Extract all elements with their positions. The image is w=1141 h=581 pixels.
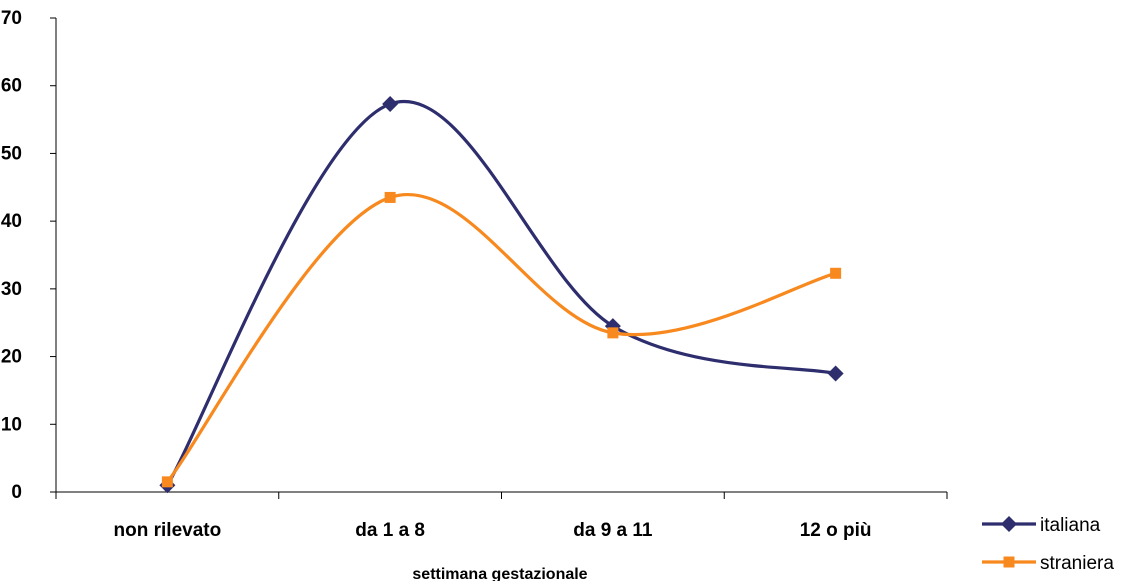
- data-point-italiana: [382, 95, 399, 112]
- legend-item-straniera: straniera: [982, 553, 1114, 574]
- x-tick-label: 12 o più: [800, 520, 872, 541]
- data-point-straniera: [607, 327, 619, 339]
- legend-label: italiana: [1040, 515, 1101, 536]
- series-line-straniera: [165, 193, 838, 484]
- legend-marker: [1003, 556, 1015, 568]
- data-point-straniera: [161, 476, 173, 488]
- legend-label: straniera: [1040, 553, 1114, 574]
- y-tick-label: 50: [1, 143, 22, 164]
- series-italiana: [159, 95, 844, 494]
- legend: italiana straniera: [982, 515, 1114, 574]
- data-point-italiana: [827, 365, 844, 382]
- y-tick-label: 70: [1, 8, 22, 29]
- y-tick-label: 20: [1, 347, 22, 368]
- data-point-straniera: [384, 191, 396, 203]
- x-tick-label: da 1 a 8: [355, 520, 425, 541]
- y-tick-label: 10: [1, 414, 22, 435]
- series-layer: [159, 95, 844, 494]
- series-line-italiana: [165, 100, 838, 487]
- y-tick-label: 40: [1, 211, 22, 232]
- x-tick-label: non rilevato: [114, 520, 222, 541]
- y-tick-label: 0: [11, 482, 22, 503]
- data-point-straniera: [830, 267, 842, 279]
- x-axis-title: settimana gestazionale: [412, 566, 587, 581]
- legend-item-italiana: italiana: [982, 515, 1101, 536]
- series-straniera: [161, 191, 842, 488]
- y-tick-label: 30: [1, 279, 22, 300]
- axes: [50, 17, 948, 499]
- x-tick-label: da 9 a 11: [573, 520, 653, 541]
- legend-marker: [1001, 516, 1017, 532]
- tick-labels: 0 10 20 30 40 50 60 70 non rilevato da 1 a 8 da 9 …: [1, 8, 872, 541]
- y-tick-label: 60: [1, 76, 22, 97]
